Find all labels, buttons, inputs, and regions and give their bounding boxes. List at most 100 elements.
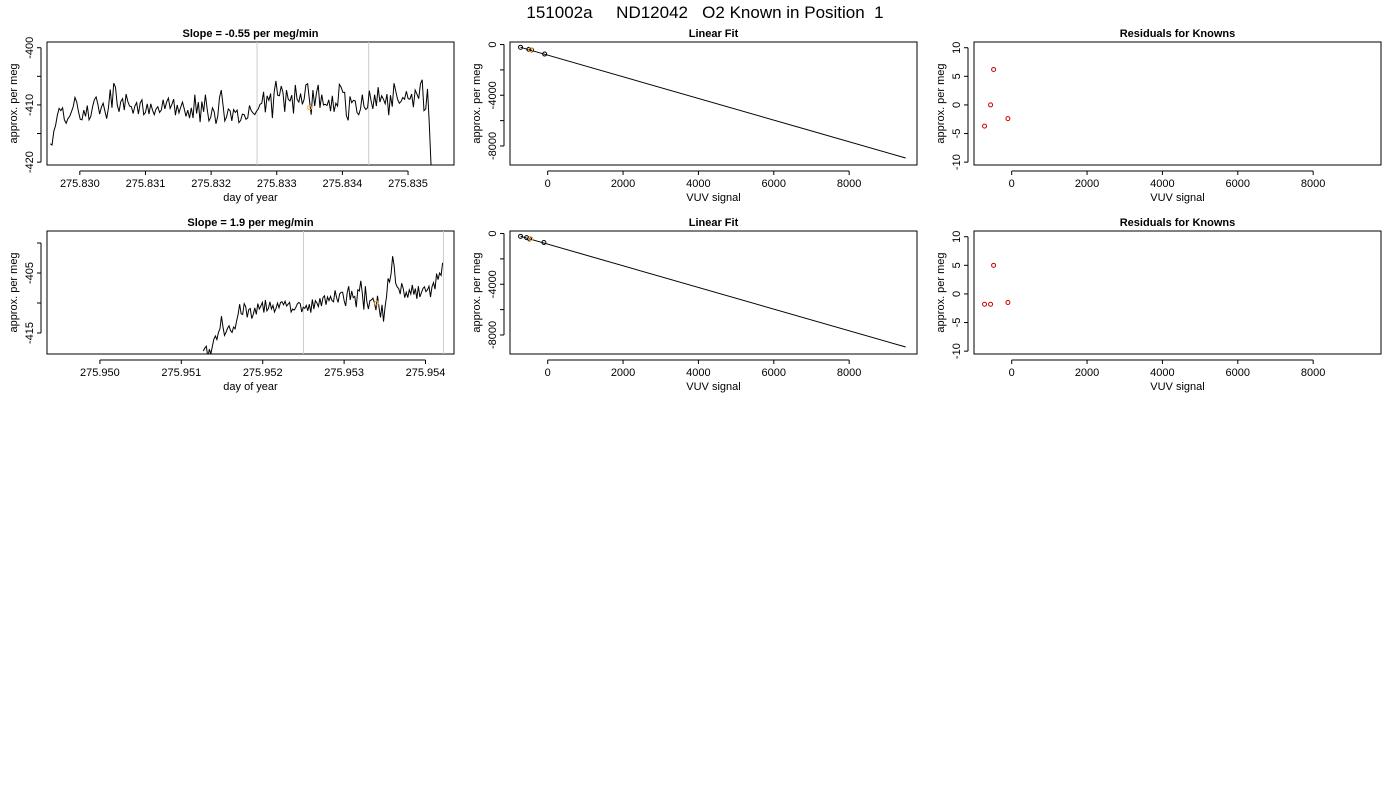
- y-tick-label: -410: [24, 94, 36, 116]
- x-tick-label: 275.832: [191, 178, 231, 190]
- panel-title: Slope = -0.55 per meg/min: [182, 28, 318, 40]
- y-tick-label: -4000: [487, 270, 499, 298]
- x-axis-label: VUV signal: [686, 381, 740, 393]
- panel-title: Residuals for Knowns: [1120, 28, 1236, 40]
- data-point: [988, 301, 994, 307]
- x-tick-label: 6000: [1226, 178, 1250, 190]
- x-tick-label: 6000: [762, 178, 786, 190]
- x-tick-label: 275.834: [323, 178, 363, 190]
- plot-frame: [509, 230, 918, 355]
- data-point: [518, 44, 524, 50]
- y-tick-label: 0: [487, 230, 499, 236]
- data-point: [988, 102, 994, 108]
- y-tick-label: -5: [951, 318, 963, 328]
- x-tick-label: 275.951: [161, 367, 201, 379]
- y-tick-label: -8000: [487, 132, 499, 160]
- fit-line: [520, 46, 906, 159]
- chart-panel-2: Linear Fit 0 2000 4000 6000 8000 VUV signal -80…: [471, 28, 918, 204]
- data-marks: [518, 44, 906, 159]
- chart-panel-5: Linear Fit 0 2000 4000 6000 8000 VUV signal -80…: [471, 217, 918, 393]
- x-tick-label: 275.833: [257, 178, 297, 190]
- y-axis-label: approx. per meg: [471, 252, 483, 332]
- x-tick-label: 6000: [1226, 367, 1250, 379]
- highlight-point: [528, 47, 534, 53]
- plot-frame: [973, 230, 1382, 355]
- y-axis-label: approx. per meg: [471, 63, 483, 143]
- data-point: [541, 240, 547, 246]
- x-tick-label: 8000: [1301, 178, 1325, 190]
- panel-title: Slope = 1.9 per meg/min: [187, 217, 314, 229]
- x-tick-label: 8000: [837, 178, 861, 190]
- chart-panel-4: Slope = 1.9 per meg/min 275.950 275.951 275…: [8, 217, 455, 393]
- chart-panel-1: Slope = -0.55 per meg/min 275.830 275.831 2…: [8, 28, 455, 204]
- data-point: [1005, 300, 1011, 306]
- panel-title: Linear Fit: [689, 217, 739, 229]
- plot-frame: [509, 41, 918, 166]
- x-tick-label: 8000: [1301, 367, 1325, 379]
- data-point: [982, 301, 988, 307]
- x-tick-label: 275.831: [126, 178, 166, 190]
- plot-frame: [46, 41, 455, 166]
- highlight-point: [528, 236, 534, 242]
- y-tick-label: 0: [951, 291, 963, 297]
- x-tick-label: 275.950: [80, 367, 120, 379]
- highlight-point: [307, 105, 313, 111]
- y-tick-label: 0: [487, 41, 499, 47]
- data-marks: [982, 66, 1011, 129]
- x-axis-label: day of year: [223, 192, 278, 204]
- x-tick-label: 0: [545, 178, 551, 190]
- y-tick-label: 5: [951, 262, 963, 268]
- x-tick-label: 2000: [611, 367, 635, 379]
- data-point: [1005, 116, 1011, 122]
- chart-panel-3: Residuals for Knowns 0 2000 4000 6000 8000 VUV…: [935, 28, 1382, 204]
- data-point: [542, 51, 548, 57]
- data-point: [991, 262, 997, 268]
- x-tick-label: 0: [1009, 178, 1015, 190]
- data-marks: [518, 233, 906, 348]
- y-tick-label: -420: [24, 151, 36, 173]
- panel-title: Linear Fit: [689, 28, 739, 40]
- x-tick-label: 0: [545, 367, 551, 379]
- x-tick-label: 2000: [1075, 178, 1099, 190]
- data-marks: [50, 42, 432, 165]
- chart-panel-6: Residuals for Knowns 0 2000 4000 6000 8000 VUV…: [935, 217, 1382, 393]
- x-tick-label: 275.835: [388, 178, 428, 190]
- x-tick-label: 4000: [1150, 367, 1174, 379]
- y-axis-label: approx. per meg: [8, 63, 20, 143]
- y-tick-label: 0: [951, 102, 963, 108]
- x-tick-label: 4000: [1150, 178, 1174, 190]
- x-axis-label: VUV signal: [686, 192, 740, 204]
- highlight-point: [374, 300, 380, 306]
- y-tick-label: 10: [951, 42, 963, 54]
- panel-title: Residuals for Knowns: [1120, 217, 1236, 229]
- y-tick-label: 5: [951, 73, 963, 79]
- y-axis-label: approx. per meg: [8, 252, 20, 332]
- figure-title: 151002a ND12042 O2 Known in Position 1: [526, 3, 883, 22]
- panels-group: Slope = -0.55 per meg/min 275.830 275.831 2…: [8, 28, 1382, 393]
- x-tick-label: 4000: [686, 178, 710, 190]
- x-tick-label: 275.953: [324, 367, 364, 379]
- y-tick-label: -4000: [487, 81, 499, 109]
- x-tick-label: 275.954: [406, 367, 446, 379]
- x-tick-label: 4000: [686, 367, 710, 379]
- x-tick-label: 2000: [1075, 367, 1099, 379]
- x-axis-label: VUV signal: [1150, 381, 1204, 393]
- y-axis-label: approx. per meg: [935, 63, 947, 143]
- fit-line: [520, 235, 906, 348]
- x-tick-label: 0: [1009, 367, 1015, 379]
- plot-frame: [46, 230, 455, 355]
- data-marks: [982, 262, 1011, 307]
- x-tick-label: 2000: [611, 178, 635, 190]
- y-tick-label: 10: [951, 231, 963, 243]
- plot-frame: [973, 41, 1382, 166]
- y-tick-label: -8000: [487, 321, 499, 349]
- y-tick-label: -10: [951, 343, 963, 359]
- x-tick-label: 6000: [762, 367, 786, 379]
- y-tick-label: -10: [951, 154, 963, 170]
- y-tick-label: -405: [24, 262, 36, 284]
- data-point: [518, 233, 524, 239]
- x-tick-label: 275.952: [243, 367, 283, 379]
- x-axis-label: VUV signal: [1150, 192, 1204, 204]
- data-point: [991, 66, 997, 72]
